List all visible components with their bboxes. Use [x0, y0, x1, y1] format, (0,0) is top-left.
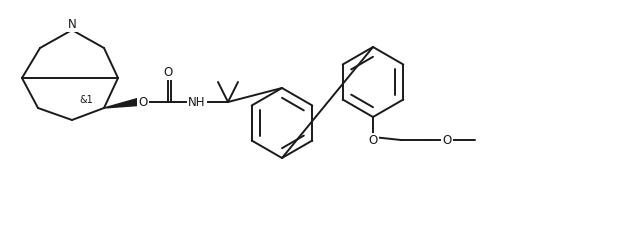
- Text: O: O: [164, 66, 172, 80]
- Text: N: N: [68, 18, 76, 32]
- Text: &1: &1: [79, 95, 93, 105]
- Text: O: O: [442, 134, 452, 146]
- Polygon shape: [104, 98, 138, 108]
- Text: NH: NH: [188, 96, 206, 108]
- Text: O: O: [369, 134, 377, 146]
- Text: O: O: [138, 96, 148, 108]
